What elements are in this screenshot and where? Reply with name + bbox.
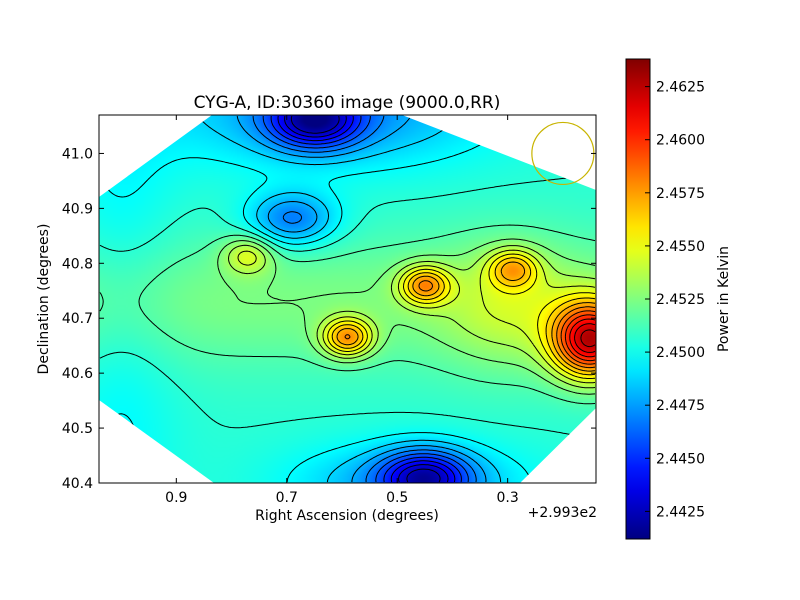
x-tick-label: 0.7 (276, 490, 298, 506)
x-offset-label: +2.993e2 (528, 505, 597, 521)
colorbar-label: Power in Kelvin (716, 246, 732, 352)
colorbar-tick-label: 2.4450 (656, 451, 705, 467)
y-axis-label: Declination (degrees) (36, 224, 52, 375)
contour-level-10 (99, 224, 596, 405)
y-tick-label: 40.5 (62, 421, 93, 437)
contour-level-15 (331, 257, 596, 376)
y-tick-label: 40.8 (62, 256, 93, 272)
x-axis-label: Right Ascension (degrees) (255, 508, 439, 524)
colorbar-tick-label: 2.4625 (656, 80, 705, 96)
y-tick-label: 40.4 (62, 476, 93, 492)
contour-level-2 (277, 115, 456, 483)
x-axis: 0.9 0.7 0.5 0.3 (165, 115, 519, 506)
colorbar-tick-label: 2.4500 (656, 345, 705, 361)
plot-area (98, 114, 597, 484)
contour-level-19 (564, 314, 596, 362)
colorbar-ticks: 2.4425 2.4450 2.4475 2.4500 2.4525 2.4550 2.45… (645, 80, 705, 520)
contour-level-17 (344, 280, 596, 369)
colorbar-tick-label: 2.4600 (656, 133, 705, 149)
x-tick-label: 0.5 (386, 490, 408, 506)
colorbar-tick-label: 2.4425 (656, 504, 705, 520)
chart-title: CYG-A, ID:30360 image (9000.0,RR) (194, 93, 501, 113)
colorbar-tick-label: 2.4575 (656, 186, 705, 202)
y-tick-label: 41.0 (62, 146, 93, 162)
contour-level-12 (228, 244, 596, 389)
contour-lines (99, 115, 596, 483)
contour-level-11 (217, 238, 596, 395)
colorbar-tick-label: 2.4525 (656, 292, 705, 308)
contour-level-18 (560, 310, 596, 365)
x-tick-label: 0.9 (165, 490, 187, 506)
y-axis: 40.4 40.5 40.6 40.7 40.8 40.9 41.0 (62, 146, 596, 492)
contour-level-13 (237, 249, 596, 384)
y-tick-label: 40.7 (62, 311, 93, 327)
plot-frame (98, 114, 597, 484)
contour-level-5 (252, 115, 477, 483)
contour-level-14 (327, 253, 596, 379)
contour-level-21 (574, 323, 596, 353)
heatmap-image (99, 115, 596, 483)
x-tick-label: 0.3 (497, 490, 519, 506)
contour-level-16 (336, 261, 596, 372)
colorbar: 2.4425 2.4450 2.4475 2.4500 2.4525 2.4550 2.45… (625, 58, 732, 540)
y-tick-label: 40.6 (62, 366, 93, 382)
contour-level-3 (270, 115, 462, 483)
colorbar-tick-label: 2.4475 (656, 398, 705, 414)
contour-level-20 (569, 318, 596, 358)
colorbar-tick-label: 2.4550 (656, 239, 705, 255)
contour-level-6 (236, 115, 487, 483)
contour-level-0 (290, 115, 441, 483)
contour-level-4 (262, 116, 469, 483)
y-tick-label: 40.9 (62, 201, 93, 217)
contour-level-1 (284, 115, 449, 483)
contour-level-22 (580, 329, 596, 348)
